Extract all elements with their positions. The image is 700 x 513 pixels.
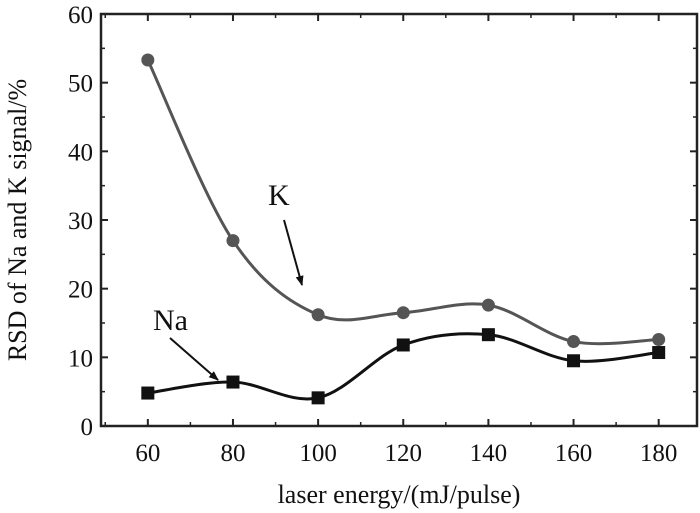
data-point-na: [141, 386, 155, 400]
y-tick-label: 10: [68, 345, 93, 372]
y-tick-label: 30: [68, 208, 93, 235]
data-point-na: [567, 354, 581, 368]
annotation-na-arrow: [169, 337, 219, 381]
data-point-na: [226, 375, 240, 389]
y-tick-label: 0: [81, 414, 94, 441]
data-point-k: [141, 53, 155, 67]
data-point-k: [567, 335, 581, 349]
series-markers: [141, 53, 666, 405]
data-point-k: [652, 332, 666, 346]
x-axis: 60 80 100 120 140 160 180: [104, 14, 678, 467]
y-tick-label: 50: [68, 71, 93, 98]
x-tick-label: 120: [385, 440, 423, 467]
y-tick-label: 60: [68, 2, 93, 29]
y-tick-label: 40: [68, 139, 93, 166]
plot-frame: [99, 12, 699, 428]
x-tick-label: 180: [640, 440, 678, 467]
x-tick-label: 60: [135, 440, 160, 467]
data-point-na: [396, 338, 410, 352]
series-line-k: [146, 59, 659, 346]
annotation-k-label: K: [268, 179, 290, 212]
x-tick-label: 160: [555, 440, 593, 467]
data-point-k: [481, 298, 495, 312]
data-point-na: [481, 328, 495, 342]
x-tick-label: 100: [299, 440, 337, 467]
annotation-na-label: Na: [153, 304, 188, 337]
y-axis-title: RSD of Na and K signal/%: [3, 79, 32, 361]
data-point-k: [311, 308, 325, 322]
y-axis: 0 10 20 30 40 50 60: [68, 2, 697, 441]
annotation-k-arrow: [283, 219, 304, 286]
x-axis-title: laser energy/(mJ/pulse): [278, 480, 521, 509]
x-tick-label: 80: [220, 440, 245, 467]
data-point-na: [652, 346, 666, 360]
x-tick-label: 140: [470, 440, 508, 467]
data-point-k: [226, 234, 240, 248]
data-point-na: [311, 391, 325, 405]
y-tick-label: 20: [68, 277, 93, 304]
data-point-k: [396, 306, 410, 320]
